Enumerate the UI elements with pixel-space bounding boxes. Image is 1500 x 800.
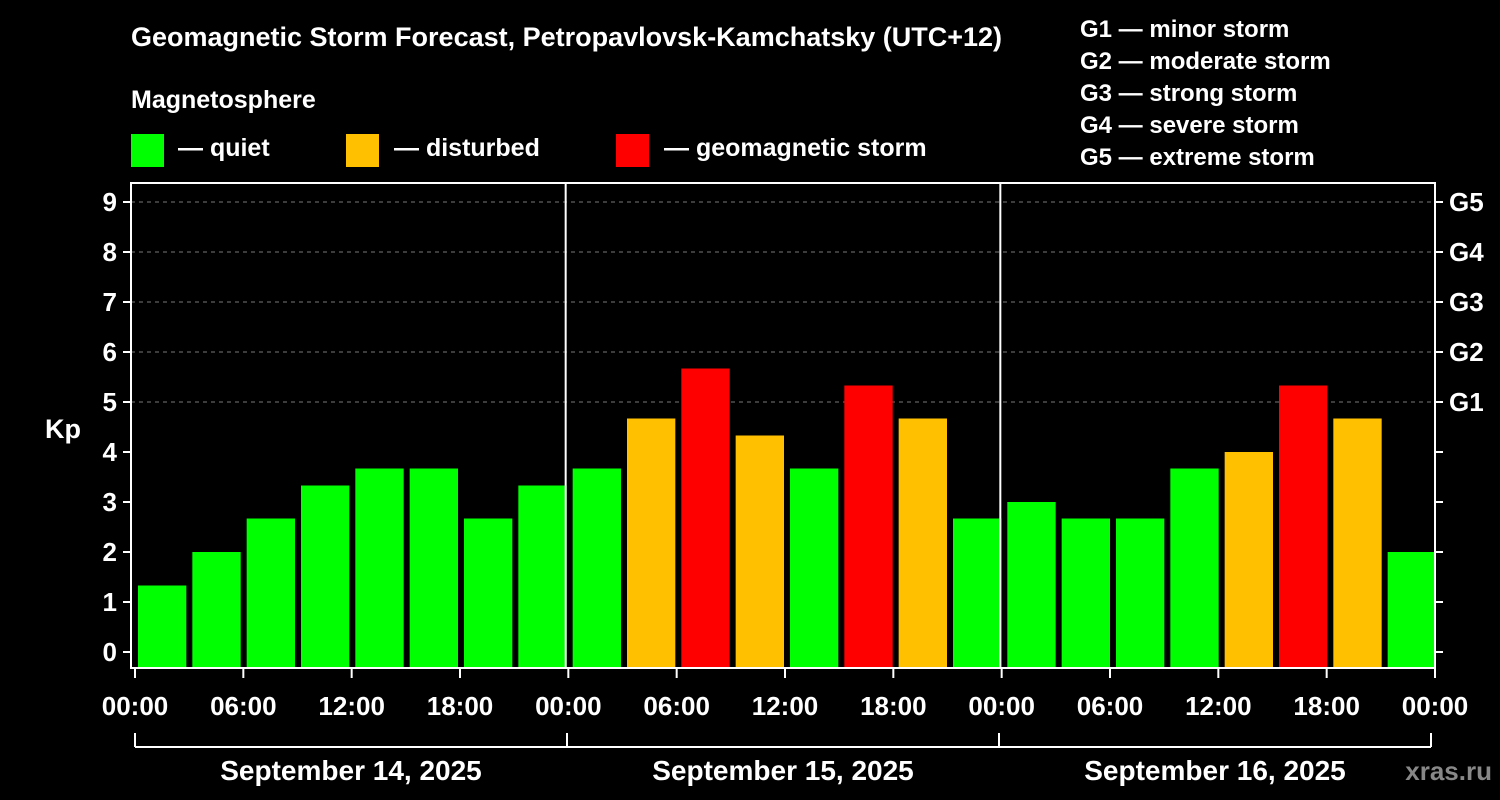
storm-scale-g5: G5 — extreme storm — [1080, 144, 1315, 171]
y-tick-label-1: 1 — [103, 587, 117, 617]
g-scale-label-g5: G5 — [1449, 187, 1484, 217]
kp-bar-15 — [953, 518, 1002, 668]
kp-bar-14 — [898, 418, 947, 668]
kp-bar-1 — [192, 552, 241, 668]
kp-bar-9 — [627, 418, 676, 668]
day-label-2: September 16, 2025 — [1084, 755, 1346, 786]
kp-bar-17 — [1061, 518, 1110, 668]
x-tick-label-3: 18:00 — [427, 691, 494, 721]
kp-bar-11 — [735, 435, 784, 668]
x-tick-label-4: 00:00 — [535, 691, 602, 721]
g-scale-label-g2: G2 — [1449, 337, 1484, 367]
y-tick-label-9: 9 — [103, 187, 117, 217]
y-tick-label-2: 2 — [103, 537, 117, 567]
kp-bar-0 — [138, 585, 187, 668]
plot-frame — [130, 182, 1436, 669]
y-tick-label-3: 3 — [103, 487, 117, 517]
x-tick-label-11: 18:00 — [1293, 691, 1360, 721]
y-tick-label-5: 5 — [103, 387, 117, 417]
kp-bar-13 — [844, 385, 893, 668]
kp-bar-7 — [518, 485, 567, 668]
legend-swatch-storm — [616, 134, 649, 167]
g-scale-label-g4: G4 — [1449, 237, 1484, 267]
kp-bar-10 — [681, 368, 730, 668]
day-label-0: September 14, 2025 — [220, 755, 482, 786]
legend-swatch-disturbed — [346, 134, 379, 167]
credit-watermark: xras.ru — [1405, 756, 1492, 786]
y-tick-label-8: 8 — [103, 237, 117, 267]
x-tick-label-8: 00:00 — [968, 691, 1035, 721]
x-tick-label-12: 00:00 — [1402, 691, 1469, 721]
legend-label-quiet: — quiet — [178, 134, 270, 162]
legend-label-disturbed: — disturbed — [394, 134, 540, 162]
x-tick-label-6: 12:00 — [752, 691, 819, 721]
kp-bar-20 — [1224, 452, 1273, 668]
kp-bar-19 — [1170, 468, 1219, 668]
kp-bar-18 — [1116, 518, 1165, 668]
kp-bar-6 — [464, 518, 513, 668]
x-tick-label-1: 06:00 — [210, 691, 277, 721]
y-tick-label-4: 4 — [103, 437, 118, 467]
x-tick-label-2: 12:00 — [318, 691, 385, 721]
g-scale-label-g3: G3 — [1449, 287, 1484, 317]
y-tick-label-6: 6 — [103, 337, 117, 367]
x-tick-label-9: 06:00 — [1077, 691, 1144, 721]
storm-scale-list: G1 — minor storm G2 — moderate storm G3 … — [1080, 14, 1331, 174]
storm-scale-g3: G3 — strong storm — [1080, 80, 1298, 107]
kp-bar-4 — [355, 468, 404, 668]
g-scale-label-g1: G1 — [1449, 387, 1484, 417]
kp-bar-16 — [1007, 502, 1056, 668]
legend-title: Magnetosphere — [131, 86, 316, 114]
storm-scale-g4: G4 — severe storm — [1080, 112, 1299, 139]
kp-bar-12 — [790, 468, 839, 668]
legend-swatch-quiet — [131, 134, 164, 167]
y-tick-label-7: 7 — [103, 287, 117, 317]
y-axis-title: Kp — [45, 414, 81, 444]
legend-label-storm: — geomagnetic storm — [664, 134, 927, 162]
storm-scale-g2: G2 — moderate storm — [1080, 48, 1331, 75]
kp-bar-8 — [572, 468, 621, 668]
chart-title: Geomagnetic Storm Forecast, Petropavlovs… — [131, 22, 1003, 52]
kp-bar-3 — [301, 485, 350, 668]
x-tick-label-0: 00:00 — [102, 691, 169, 721]
kp-bar-23 — [1387, 552, 1436, 668]
x-tick-label-5: 06:00 — [643, 691, 710, 721]
kp-bar-5 — [409, 468, 458, 668]
kp-bar-22 — [1333, 418, 1382, 668]
y-tick-label-0: 0 — [103, 637, 117, 667]
kp-bar-21 — [1279, 385, 1328, 668]
x-tick-label-10: 12:00 — [1185, 691, 1252, 721]
day-label-1: September 15, 2025 — [652, 755, 914, 786]
x-tick-label-7: 18:00 — [860, 691, 927, 721]
storm-scale-g1: G1 — minor storm — [1080, 16, 1290, 43]
kp-bar-2 — [246, 518, 295, 668]
